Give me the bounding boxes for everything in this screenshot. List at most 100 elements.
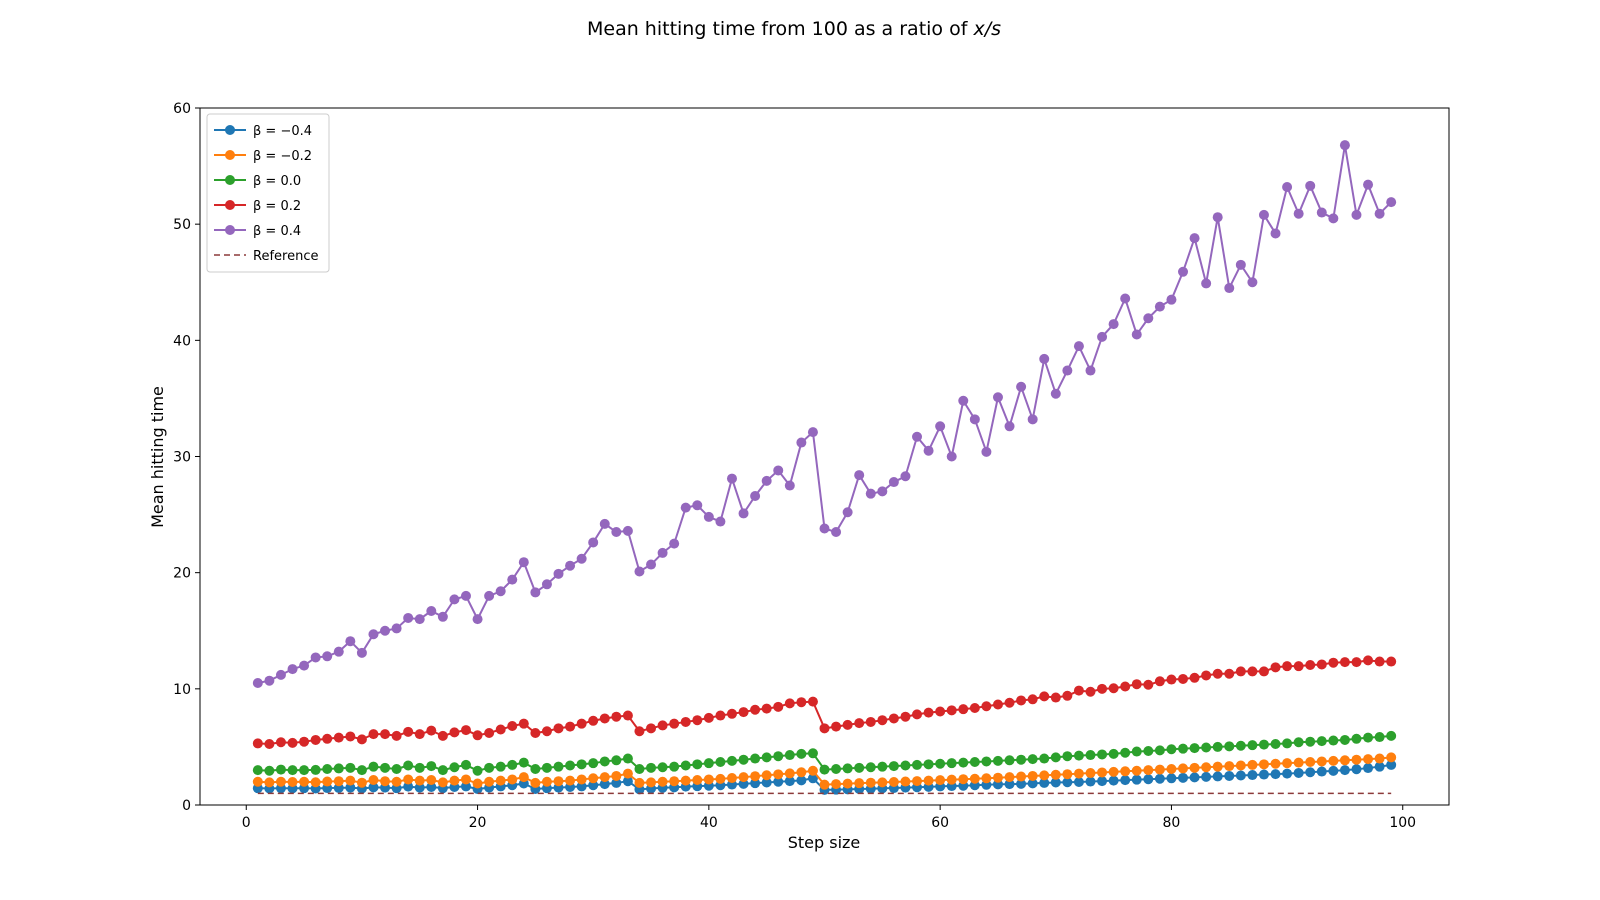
data-point (472, 778, 483, 789)
data-point (437, 765, 448, 776)
data-point (912, 431, 923, 442)
data-point (1062, 777, 1073, 788)
y-tick-label: 30 (173, 450, 191, 466)
legend-item: β = 0.4 (214, 224, 301, 239)
data-point (1166, 674, 1177, 685)
data-point (1039, 770, 1050, 781)
data-point (657, 776, 668, 787)
data-point (854, 778, 865, 789)
data-point (1085, 776, 1096, 787)
data-point (275, 764, 286, 775)
data-point (761, 777, 772, 788)
data-point (518, 772, 529, 783)
data-point (356, 734, 367, 745)
data-point (807, 773, 818, 784)
data-point (1386, 752, 1397, 763)
data-point (1039, 353, 1050, 364)
data-point (773, 769, 784, 780)
data-point (1282, 758, 1293, 769)
data-point (1050, 692, 1061, 703)
data-point (507, 574, 518, 585)
data-point (449, 594, 460, 605)
data-point (946, 705, 957, 716)
data-point (992, 392, 1003, 403)
data-point (530, 587, 541, 598)
data-point (403, 726, 414, 737)
data-point (518, 718, 529, 729)
data-point (1131, 679, 1142, 690)
data-point (1004, 779, 1015, 790)
data-point (738, 707, 749, 718)
data-point (796, 697, 807, 708)
data-point (634, 726, 645, 737)
data-point (715, 516, 726, 527)
x-tick-label: 40 (700, 815, 718, 831)
data-point (611, 527, 622, 538)
data-point (1224, 741, 1235, 752)
data-point (796, 748, 807, 759)
data-point (1328, 765, 1339, 776)
data-point (1143, 679, 1154, 690)
data-point (391, 623, 402, 634)
data-point (831, 527, 842, 538)
data-point (310, 764, 321, 775)
data-point (299, 776, 310, 787)
data-point (1305, 757, 1316, 768)
data-point (1270, 662, 1281, 673)
data-point (437, 777, 448, 788)
data-point (912, 776, 923, 787)
data-point (865, 488, 876, 499)
data-point (750, 771, 761, 782)
legend-box (206, 113, 330, 273)
data-point (1120, 766, 1131, 777)
data-point (599, 518, 610, 529)
data-point (530, 727, 541, 738)
data-point (831, 721, 842, 732)
data-point (1305, 767, 1316, 778)
data-point (333, 646, 344, 657)
data-point (738, 508, 749, 519)
data-point (1270, 739, 1281, 750)
data-point (1004, 772, 1015, 783)
data-point (1143, 774, 1154, 785)
data-point (1235, 666, 1246, 677)
series-layer (252, 140, 1397, 795)
data-point (322, 651, 333, 662)
data-point (1316, 659, 1327, 670)
data-point (403, 774, 414, 785)
data-point (634, 763, 645, 774)
data-point (1224, 668, 1235, 679)
data-point (449, 762, 460, 773)
data-point (761, 752, 772, 763)
data-point (1016, 771, 1027, 782)
data-point (992, 699, 1003, 710)
data-point (1282, 768, 1293, 779)
data-point (1027, 770, 1038, 781)
data-point (1154, 301, 1165, 312)
data-point (1154, 745, 1165, 756)
data-point (1212, 771, 1223, 782)
data-point (646, 559, 657, 570)
data-point (726, 708, 737, 719)
data-point (715, 773, 726, 784)
data-point (1374, 732, 1385, 743)
data-point (1016, 778, 1027, 789)
data-point (1339, 140, 1350, 151)
x-tick-label: 0 (242, 815, 251, 831)
data-point (264, 777, 275, 788)
data-point (1247, 770, 1258, 781)
data-point (368, 729, 379, 740)
data-point (715, 757, 726, 768)
legend-marker (225, 200, 235, 210)
data-point (622, 776, 633, 787)
data-point (1270, 758, 1281, 769)
data-point (275, 669, 286, 680)
data-point (1201, 278, 1212, 289)
data-point (1293, 208, 1304, 219)
x-tick-label: 60 (931, 815, 949, 831)
data-point (1120, 681, 1131, 692)
data-point (333, 776, 344, 787)
data-point (541, 762, 552, 773)
x-tick-label: 100 (1389, 815, 1416, 831)
data-point (553, 776, 564, 787)
